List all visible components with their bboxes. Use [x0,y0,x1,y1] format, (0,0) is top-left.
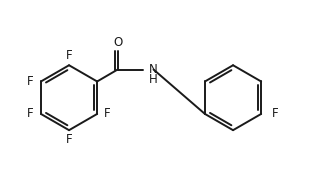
Text: F: F [66,133,72,146]
Text: O: O [113,36,122,49]
Text: F: F [66,49,72,62]
Text: N: N [148,63,157,76]
Text: F: F [27,75,34,88]
Text: H: H [148,73,157,86]
Text: F: F [272,108,278,120]
Text: F: F [27,108,34,120]
Text: F: F [104,108,111,120]
